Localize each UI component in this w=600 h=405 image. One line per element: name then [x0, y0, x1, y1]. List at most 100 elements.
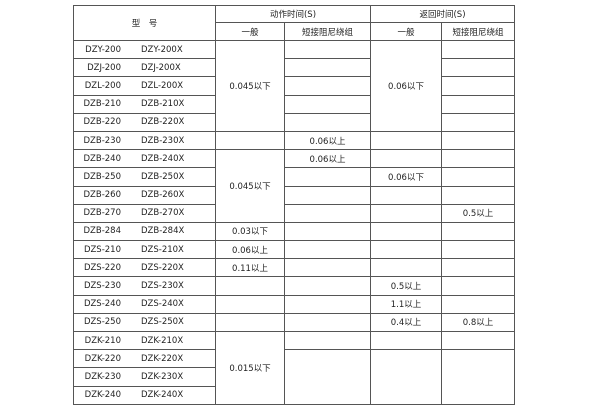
return-short-cell: [441, 112, 515, 132]
action-short-cell: [284, 312, 371, 333]
header-action-general: 一般: [215, 22, 285, 41]
header-action-short-damping: 短接阻尼绕组: [284, 22, 371, 41]
header-return-time: 返回时间(S): [370, 5, 515, 23]
return-short-cell: [441, 58, 515, 78]
return-general-cell: 0.06以下: [370, 40, 442, 132]
model-standard: DZB-240: [83, 153, 122, 164]
return-short-cell: [441, 294, 515, 314]
model-cell: DZK-230 DZK-230X: [73, 367, 216, 387]
model-standard: DZB-250: [83, 171, 122, 182]
table-row: DZB-250 DZB-250X 0.06以下: [73, 167, 515, 187]
model-x-variant: DZJ-200X: [141, 62, 181, 73]
model-cell: DZY-200 DZY-200X: [73, 39, 216, 60]
model-cell: DZS-220 DZS-220X: [73, 258, 216, 278]
return-short-cell: 0.5以上: [441, 203, 515, 223]
table-row: DZL-200 DZL-200X: [73, 76, 515, 96]
model-standard: DZS-230: [83, 281, 121, 292]
model-standard: DZB-284: [83, 226, 122, 237]
model-x-variant: DZK-230X: [141, 371, 184, 382]
action-short-cell: 0.06以上: [284, 149, 371, 169]
model-cell: DZB-230 DZB-230X: [73, 130, 216, 151]
model-standard: DZB-260: [83, 190, 122, 201]
model-x-variant: DZS-210X: [141, 244, 184, 255]
return-general-cell: [370, 258, 442, 278]
return-short-cell: [441, 330, 515, 351]
return-general-cell: [370, 240, 442, 260]
model-x-variant: DZK-240X: [141, 390, 184, 401]
model-standard: DZS-220: [83, 262, 121, 273]
model-standard: DZB-230: [83, 135, 122, 146]
relay-spec-table: 型 号 动作时间(S) 返回时间(S) 一般 短接阻尼绕组 一般 短接阻尼绕组 …: [73, 5, 515, 405]
model-standard: DZB-210: [83, 99, 122, 110]
action-short-cell: [284, 349, 371, 405]
header-action-time: 动作时间(S): [215, 5, 371, 23]
action-general-cell: 0.045以下: [215, 40, 285, 132]
header-return-general: 一般: [370, 22, 442, 41]
model-cell: DZJ-200 DZJ-200X: [73, 58, 216, 78]
return-short-cell: [441, 76, 515, 96]
model-standard: DZS-240: [83, 299, 121, 310]
model-x-variant: DZY-200X: [141, 44, 183, 55]
action-short-cell: [284, 39, 371, 60]
model-standard: DZK-220: [84, 353, 121, 364]
model-x-variant: DZL-200X: [141, 80, 184, 91]
action-general-cell: [215, 130, 285, 151]
return-short-cell: [441, 349, 515, 405]
return-short-cell: [441, 185, 515, 205]
action-short-cell: [284, 276, 371, 296]
model-standard: DZB-270: [83, 208, 122, 219]
return-short-cell: 0.8以上: [441, 312, 515, 333]
return-short-cell: [441, 130, 515, 151]
model-cell: DZB-240 DZB-240X: [73, 149, 216, 169]
action-short-cell: [284, 240, 371, 260]
model-cell: DZB-220 DZB-220X: [73, 112, 216, 132]
table-row: DZS-220 DZS-220X 0.11以上: [73, 258, 515, 278]
table-row: DZJ-200 DZJ-200X: [73, 58, 515, 78]
action-short-cell: [284, 185, 371, 205]
return-short-cell: [441, 94, 515, 114]
action-general-cell: [215, 312, 285, 333]
model-x-variant: DZB-270X: [141, 208, 185, 219]
table-row: DZK-220 DZK-220X: [73, 349, 515, 405]
model-cell: DZK-220 DZK-220X: [73, 349, 216, 369]
action-general-cell: [215, 276, 285, 296]
model-standard: DZY-200: [85, 44, 121, 55]
return-general-cell: [370, 149, 442, 169]
table-row: DZB-270 DZB-270X 0.5以上: [73, 203, 515, 223]
table-row: DZK-210 DZK-210X 0.015以下: [73, 330, 515, 405]
model-cell: DZK-240 DZK-240X: [73, 385, 216, 405]
table-row: DZS-230 DZS-230X 0.5以上: [73, 276, 515, 296]
return-general-cell: 0.4以上: [370, 312, 442, 333]
return-general-cell: [370, 330, 442, 351]
model-x-variant: DZB-210X: [141, 99, 185, 110]
model-standard: DZK-230: [84, 371, 121, 382]
model-standard: DZK-210: [84, 335, 121, 346]
return-short-cell: [441, 167, 515, 187]
action-short-cell: [284, 58, 371, 78]
model-x-variant: DZB-240X: [141, 153, 185, 164]
table-row: DZB-284 DZB-284X 0.03以下: [73, 221, 515, 242]
model-x-variant: DZS-220X: [141, 262, 184, 273]
return-general-cell: [370, 349, 442, 405]
model-x-variant: DZB-250X: [141, 171, 185, 182]
model-x-variant: DZB-230X: [141, 135, 185, 146]
model-cell: DZS-250 DZS-250X: [73, 312, 216, 333]
action-general-cell: 0.11以上: [215, 258, 285, 278]
model-x-variant: DZB-220X: [141, 117, 185, 128]
model-cell: DZS-230 DZS-230X: [73, 276, 216, 296]
action-general-cell: 0.03以下: [215, 221, 285, 242]
model-x-variant: DZB-260X: [141, 190, 185, 201]
action-short-cell: [284, 294, 371, 314]
action-general-cell: [215, 294, 285, 314]
model-x-variant: DZK-220X: [141, 353, 184, 364]
model-cell: DZB-210 DZB-210X: [73, 94, 216, 114]
model-standard: DZS-210: [83, 244, 121, 255]
action-short-cell: [284, 330, 371, 351]
model-cell: DZS-210 DZS-210X: [73, 240, 216, 260]
model-standard: DZL-200: [84, 80, 121, 91]
action-short-cell: [284, 203, 371, 223]
model-cell: DZB-270 DZB-270X: [73, 203, 216, 223]
table-row: DZS-250 DZS-250X 0.4以上 0.8以上: [73, 312, 515, 333]
table-row: DZS-210 DZS-210X 0.06以上: [73, 240, 515, 260]
action-general-cell: 0.015以下: [215, 331, 285, 405]
